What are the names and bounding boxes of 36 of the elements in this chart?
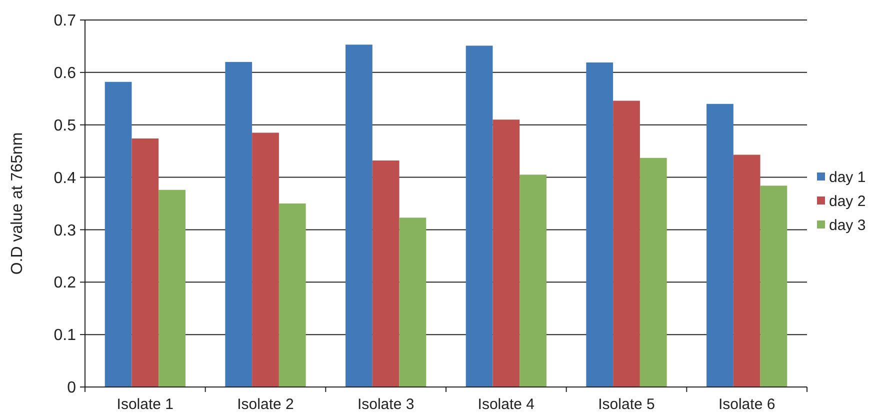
- bar: [104, 82, 132, 387]
- bar: [760, 186, 788, 387]
- bar: [158, 190, 186, 387]
- bar: [372, 160, 400, 387]
- x-tick-label: Isolate 3: [357, 396, 414, 413]
- bar: [640, 158, 667, 387]
- bar: [399, 218, 426, 387]
- bar: [225, 62, 252, 387]
- y-tick-label: 0.7: [54, 12, 76, 30]
- bar: [520, 174, 546, 387]
- legend-label: day 3: [829, 216, 866, 234]
- bar: [278, 204, 306, 387]
- bar: [613, 100, 640, 387]
- y-tick-label: 0: [67, 380, 76, 397]
- bar: [492, 120, 520, 387]
- bar: [586, 62, 614, 387]
- x-tick-label: Isolate 2: [237, 396, 294, 413]
- bar: [346, 44, 372, 387]
- y-tick-label: 0.3: [54, 222, 76, 240]
- y-tick-label: 0.2: [54, 274, 76, 292]
- y-tick-label: 0.1: [54, 327, 76, 344]
- x-tick-label: Isolate 5: [598, 396, 655, 413]
- legend-label: day 1: [829, 168, 866, 186]
- bar: [252, 132, 279, 387]
- x-tick-label: Isolate 6: [718, 396, 776, 413]
- y-tick-label: 0.4: [54, 170, 76, 187]
- x-tick-label: Isolate 4: [478, 396, 535, 413]
- bar: [132, 138, 159, 387]
- legend-label: day 2: [829, 192, 866, 210]
- bar: [706, 104, 734, 387]
- bar: [466, 46, 493, 387]
- y-tick-label: 0.6: [54, 65, 76, 82]
- bar: [733, 154, 760, 387]
- y-tick-label: 0.5: [54, 117, 76, 134]
- x-tick-label: Isolate 1: [116, 396, 174, 413]
- y-axis-title: O.D value at 765nm: [9, 132, 26, 275]
